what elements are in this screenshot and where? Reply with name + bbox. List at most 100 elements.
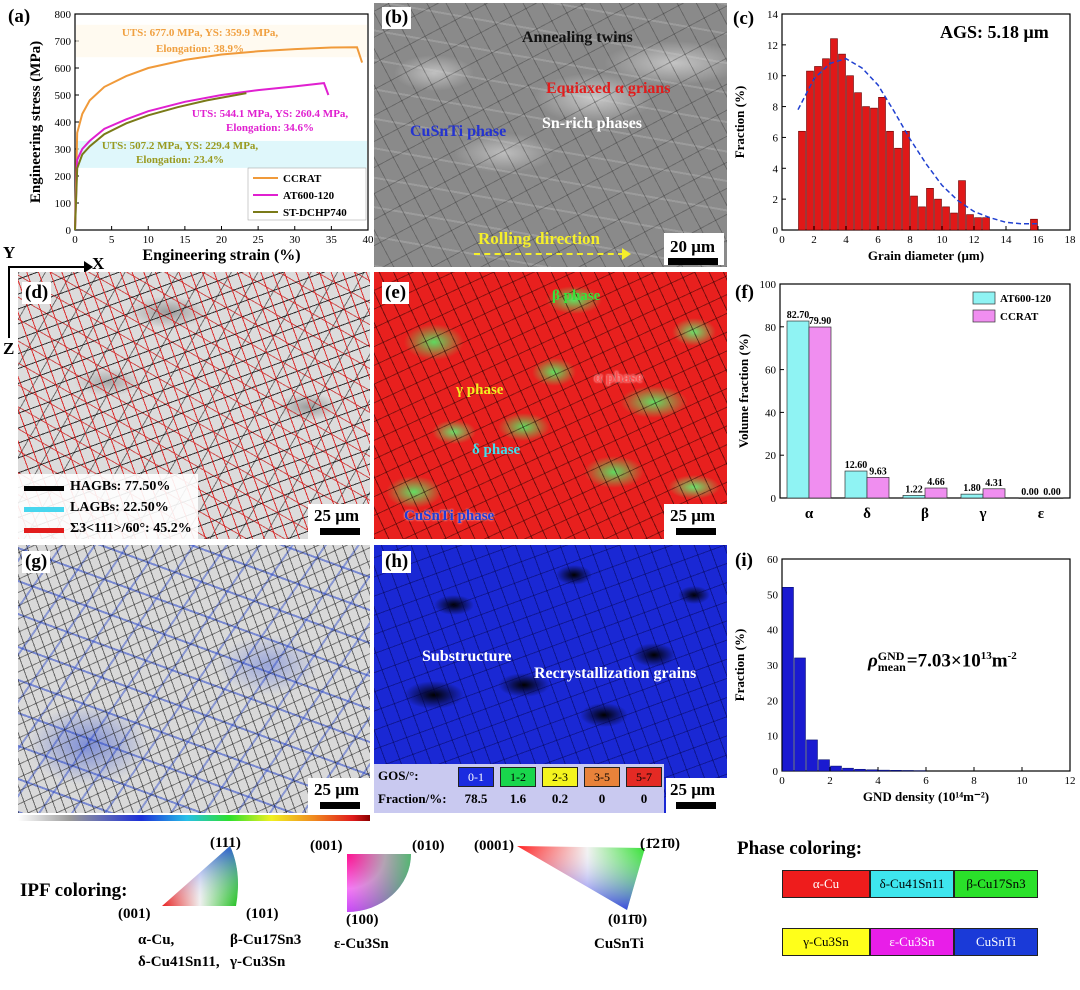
gos-bin-0: 0-1 bbox=[458, 767, 494, 787]
annotation-gamma-phase: γ phase bbox=[456, 382, 504, 398]
y-tick-label: 60 bbox=[765, 365, 777, 377]
ipf-eps-caption: ε-Cu3Sn bbox=[334, 936, 389, 952]
scale-bar-d bbox=[320, 528, 360, 535]
ipf-cubic-top: (111) bbox=[210, 835, 241, 851]
bar-ccrat bbox=[924, 487, 948, 499]
x-axis-label: GND density (10¹⁴m⁻²) bbox=[863, 789, 989, 804]
y-tick-label: 200 bbox=[55, 171, 72, 183]
rho-sub: mean bbox=[877, 659, 906, 674]
x-tick-label: 4 bbox=[875, 775, 881, 787]
gos-row-label: GOS/°: bbox=[378, 768, 419, 783]
gos-bin-3: 3-5 bbox=[584, 767, 620, 787]
histogram-bar bbox=[838, 53, 846, 231]
bar-ccrat bbox=[1040, 497, 1064, 499]
ipf-hex-caption: CuSnTi bbox=[594, 936, 644, 952]
histogram-bar bbox=[814, 66, 822, 231]
y-tick-label: 40 bbox=[767, 625, 779, 637]
x-tick-label: 20 bbox=[216, 234, 228, 246]
rolling-direction-arrow bbox=[474, 253, 624, 255]
phase-map: (e) β phase α phase γ phase δ phase CuSn… bbox=[374, 272, 727, 539]
y-tick-label: 40 bbox=[765, 407, 777, 419]
histogram-bar bbox=[854, 92, 862, 231]
histogram-bar bbox=[982, 217, 990, 231]
annotation-rolling-direction: Rolling direction bbox=[478, 229, 600, 248]
x-axis-label: Grain diameter (μm) bbox=[868, 248, 984, 263]
histogram-bar bbox=[854, 768, 866, 772]
series-line-at600-120 bbox=[74, 82, 330, 231]
series-line-ccrat bbox=[74, 46, 364, 231]
y-tick-label: 80 bbox=[765, 322, 777, 334]
annotation-substructure: Substructure bbox=[422, 648, 512, 665]
x-tick-label: 16 bbox=[1033, 234, 1045, 246]
ipf-hex-left: (0001) bbox=[474, 838, 514, 854]
histogram-bar bbox=[782, 587, 794, 772]
axis-x-label: X bbox=[92, 254, 105, 273]
rho-unit-exp: -2 bbox=[1007, 650, 1017, 662]
y-tick-label: 10 bbox=[767, 71, 779, 83]
gos-fraction-1: 1.6 bbox=[509, 791, 527, 806]
x-tick-label: 25 bbox=[253, 234, 265, 246]
average-grain-size: AGS: 5.18 μm bbox=[940, 22, 1049, 42]
histogram-bar bbox=[878, 97, 886, 231]
histogram-bar bbox=[966, 214, 974, 231]
annotation-st-line1: UTS: 507.2 MPa, YS: 229.4 MPa, bbox=[102, 140, 259, 152]
y-tick-label: 60 bbox=[767, 554, 779, 566]
gnd-density-histogram: 0 2 4 6 8 10 12 0 10 20 30 40 50 60 GND density (10¹⁴m… bbox=[732, 554, 1076, 804]
histogram-bar bbox=[902, 130, 910, 231]
axis-x-line bbox=[8, 266, 88, 268]
sigma3-swatch bbox=[24, 528, 64, 533]
stress-strain-chart: 0 5 10 15 20 25 30 35 40010020030040050060070080… bbox=[28, 9, 375, 264]
ipf-eps-quadrant bbox=[347, 854, 411, 912]
x-tick-label: 14 bbox=[1001, 234, 1013, 246]
panel-label-h: (h) bbox=[382, 551, 412, 573]
category-label: α bbox=[805, 506, 814, 522]
x-tick-label: 40 bbox=[363, 234, 375, 246]
histogram-bar bbox=[974, 217, 982, 231]
kam-color-bar bbox=[18, 815, 370, 821]
ipf-cubic-triangle bbox=[162, 846, 238, 906]
x-tick-label: 0 bbox=[779, 775, 785, 787]
histogram-bar bbox=[886, 130, 894, 231]
annotation-recrystallization: Recrystallization grains bbox=[534, 665, 697, 682]
bar-at600-120 bbox=[844, 470, 868, 499]
bar-at600-120 bbox=[902, 495, 926, 499]
bar-at600-120 bbox=[1018, 497, 1042, 499]
histogram-bar bbox=[830, 765, 842, 772]
scale-text-b: 20 μm bbox=[670, 237, 716, 256]
gos-bin-4: 5-7 bbox=[626, 767, 662, 787]
x-tick-label: 6 bbox=[875, 234, 881, 246]
panel-label-i: (i) bbox=[735, 550, 753, 571]
histogram-bar bbox=[798, 130, 806, 231]
data-label: 1.22 bbox=[905, 484, 923, 495]
y-axis-label: Fraction (%) bbox=[732, 629, 747, 702]
ipf-hex-bot: (011̄0) bbox=[608, 912, 648, 928]
ipf-cubic-left: (001) bbox=[118, 906, 151, 922]
plot-frame bbox=[781, 13, 1071, 231]
x-tick-label: 8 bbox=[971, 775, 977, 787]
rho-exp: 13 bbox=[980, 650, 992, 662]
y-tick-label: 100 bbox=[760, 279, 777, 291]
rho-symbol: ρ bbox=[868, 650, 878, 672]
scale-text-g: 25 μm bbox=[314, 780, 360, 799]
histogram-bar bbox=[878, 769, 890, 772]
panel-label-f: (f) bbox=[735, 282, 754, 303]
x-tick-label: 8 bbox=[907, 234, 913, 246]
panel-label-a: (a) bbox=[8, 6, 31, 27]
histogram-bar bbox=[806, 70, 814, 231]
hagb-label: HAGBs: 77.50% bbox=[70, 479, 171, 494]
histogram-bar bbox=[842, 767, 854, 772]
histogram-bar bbox=[1030, 218, 1038, 231]
phase-volume-chart: 0 20 40 60 80 100 Volume fraction (%) α 82.7079.… bbox=[736, 279, 1071, 522]
x-tick-label: 0 bbox=[72, 234, 78, 246]
x-tick-label: 2 bbox=[811, 234, 817, 246]
data-label: 0.00 bbox=[1021, 487, 1039, 498]
scale-text-e: 25 μm bbox=[670, 506, 716, 525]
x-tick-label: 5 bbox=[109, 234, 115, 246]
data-label: 9.63 bbox=[869, 466, 887, 477]
data-label: 4.31 bbox=[985, 478, 1003, 489]
sem-micrograph: (b) Annealing twins Equiaxed α grians Cu… bbox=[374, 3, 727, 267]
legend-label-1: CCRAT bbox=[1000, 311, 1039, 323]
bar-at600-120 bbox=[786, 320, 810, 499]
annotation-at600-line1: UTS: 544.1 MPa, YS: 260.4 MPa, bbox=[192, 108, 349, 120]
axis-z-label: Z bbox=[3, 339, 15, 358]
